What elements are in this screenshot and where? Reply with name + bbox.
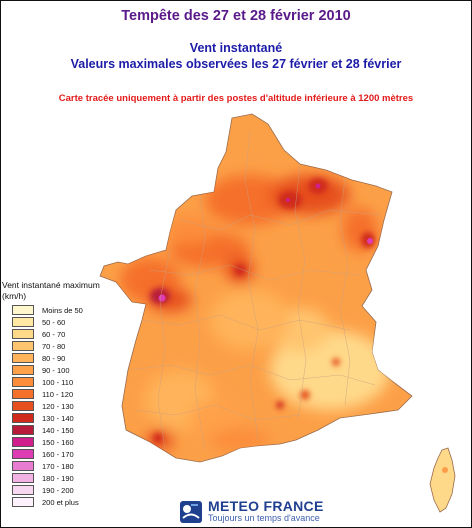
legend-label: 170 - 180 <box>42 461 74 471</box>
legend-swatch <box>12 485 34 495</box>
legend-item: 90 - 100 <box>12 364 132 376</box>
corsica-island <box>429 447 456 513</box>
legend-label: 100 - 110 <box>42 377 74 387</box>
legend-item: 170 - 180 <box>12 460 132 472</box>
legend-item: 180 - 190 <box>12 472 132 484</box>
legend-item: 150 - 160 <box>12 436 132 448</box>
legend-label: 190 - 200 <box>42 485 74 495</box>
legend-label: 80 - 90 <box>42 353 66 363</box>
logo-text: METEO FRANCE Toujours un temps d'avance <box>208 499 324 524</box>
legend-item: 160 - 170 <box>12 448 132 460</box>
map-subtitle-line2: Valeurs maximales observées les 27 févri… <box>70 57 402 71</box>
legend-label: 60 - 70 <box>42 329 66 339</box>
legend-swatch <box>12 305 34 315</box>
legend-swatch <box>12 437 34 447</box>
legend-label: 160 - 170 <box>42 449 74 459</box>
legend-swatch <box>12 401 34 411</box>
legend-swatch <box>12 365 34 375</box>
map-note: Carte tracée uniquement à partir des pos… <box>58 93 414 104</box>
wind-zones <box>120 129 390 452</box>
map-subtitle-line1: Vent instantané <box>189 41 283 55</box>
map-title: Tempête des 27 et 28 février 2010 <box>121 8 351 24</box>
legend-item: 140 - 150 <box>12 424 132 436</box>
legend-item: 80 - 90 <box>12 352 132 364</box>
legend-item: 60 - 70 <box>12 328 132 340</box>
legend-item: 190 - 200 <box>12 484 132 496</box>
legend-swatch <box>12 497 34 507</box>
legend-label: 90 - 100 <box>42 365 70 375</box>
legend-label: 150 - 160 <box>42 437 74 447</box>
legend-swatch <box>12 377 34 387</box>
meteo-france-logo: METEO FRANCE Toujours un temps d'avance <box>180 499 324 524</box>
logo-tagline: Toujours un temps d'avance <box>208 513 320 523</box>
legend-item: 130 - 140 <box>12 412 132 424</box>
legend-item: 70 - 80 <box>12 340 132 352</box>
legend-item: 50 - 60 <box>12 316 132 328</box>
legend-title: Vent instantané maximum (km/h) <box>2 280 132 302</box>
legend-item: 110 - 120 <box>12 388 132 400</box>
legend-label: 120 - 130 <box>42 401 74 411</box>
legend-label: 70 - 80 <box>42 341 66 351</box>
legend-swatch <box>12 449 34 459</box>
legend-label: 180 - 190 <box>42 473 74 483</box>
meteo-france-logo-icon <box>180 500 202 523</box>
legend-label: 50 - 60 <box>42 317 66 327</box>
logo-name: METEO FRANCE <box>208 498 324 514</box>
legend-swatch <box>12 461 34 471</box>
legend-item: 120 - 130 <box>12 400 132 412</box>
legend-swatch <box>12 473 34 483</box>
legend-swatch <box>12 353 34 363</box>
legend-item: 100 - 110 <box>12 376 132 388</box>
legend-label: 200 et plus <box>42 497 79 507</box>
legend-label: Moins de 50 <box>42 305 83 315</box>
legend-title-line2: (km/h) <box>2 291 27 301</box>
legend-swatch <box>12 389 34 399</box>
legend-label: 130 - 140 <box>42 413 74 423</box>
legend: Moins de 50 50 - 60 60 - 70 70 - 80 80 - 90 9… <box>12 304 132 508</box>
legend-swatch <box>12 413 34 423</box>
legend-swatch <box>12 341 34 351</box>
legend-swatch <box>12 317 34 327</box>
legend-item: 200 et plus <box>12 496 132 508</box>
legend-title-line1: Vent instantané maximum <box>2 280 100 290</box>
legend-item: Moins de 50 <box>12 304 132 316</box>
legend-swatch <box>12 425 34 435</box>
legend-label: 110 - 120 <box>42 389 74 399</box>
legend-label: 140 - 150 <box>42 425 74 435</box>
legend-swatch <box>12 329 34 339</box>
